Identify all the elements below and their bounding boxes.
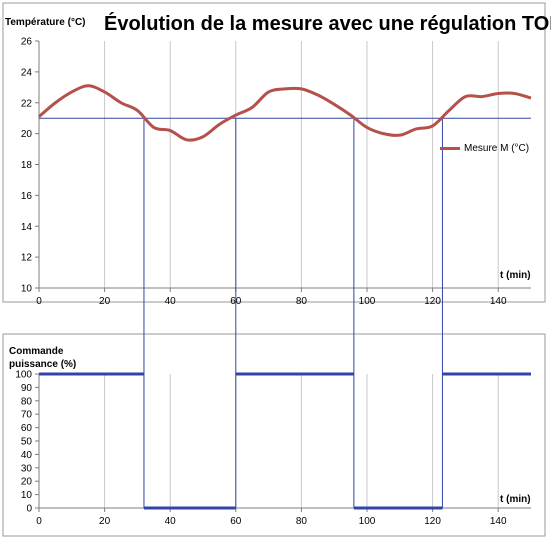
top-y-tick-label: 16 [21,191,33,202]
bottom-x-tick-label: 60 [230,516,242,527]
top-x-tick-label: 0 [36,296,42,307]
top-x-tick-label: 100 [359,296,376,307]
bottom-y-tick-label: 50 [21,437,33,448]
legend-swatch [440,147,460,150]
top-x-tick-label: 40 [165,296,177,307]
bottom-y-tick-label: 30 [21,463,33,474]
bottom-x-tick-label: 80 [296,516,308,527]
top-x-tick-label: 140 [490,296,507,307]
bottom-x-tick-label: 20 [99,516,111,527]
bottom-y-tick-label: 0 [26,504,32,515]
bottom-x-tick-label: 140 [490,516,507,527]
bottom-y-tick-label: 20 [21,477,33,488]
top-chart-frame [2,2,546,303]
bottom-y-tick-label: 90 [21,383,33,394]
bottom-x-tick-label: 120 [424,516,441,527]
legend-label: Mesure M (°C) [464,143,530,154]
top-x-tick-label: 80 [296,296,308,307]
bottom-y-tick-label: 100 [15,370,32,381]
bottom-y-tick-label: 40 [21,450,33,461]
bottom-y-tick-label: 70 [21,410,33,421]
top-y-tick-label: 18 [21,160,33,171]
top-y-tick-label: 14 [21,222,33,233]
top-y-tick-label: 26 [21,37,33,48]
chart-title: Évolution de la mesure avec une régulati… [104,13,551,35]
bottom-y-tick-label: 10 [21,490,33,501]
legend: Mesure M (°C) [440,143,529,154]
top-y-tick-label: 20 [21,129,33,140]
top-x-axis-label: t (min) [500,270,531,281]
bottom-x-tick-label: 40 [165,516,177,527]
bottom-x-tick-label: 100 [359,516,376,527]
bottom-x-axis-label: t (min) [500,494,531,505]
bottom-chart-frame [2,333,546,537]
bottom-y-axis-label: Commande puissance (%) [9,346,77,370]
series-mesure-line [38,84,532,142]
top-y-axis-label: Température (°C) [5,17,86,28]
top-y-tick-label: 22 [21,98,33,109]
bottom-y-tick-label: 80 [21,396,33,407]
top-y-tick-label: 12 [21,253,33,264]
top-y-tick-label: 10 [21,284,33,295]
top-y-tick-label: 24 [21,67,33,78]
top-x-tick-label: 20 [99,296,111,307]
bottom-x-tick-label: 0 [36,516,42,527]
top-x-tick-label: 120 [424,296,441,307]
bottom-y-tick-label: 60 [21,423,33,434]
